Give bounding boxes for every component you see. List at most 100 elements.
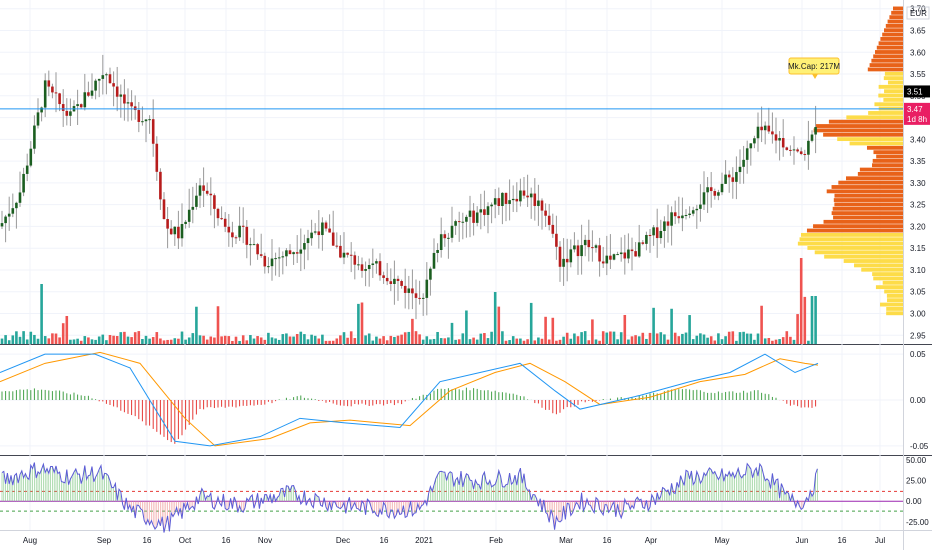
volume-bar — [274, 338, 277, 344]
volume-bar — [385, 340, 389, 344]
volume-bar — [666, 339, 670, 344]
candle-body — [198, 185, 202, 196]
candle-body — [789, 149, 792, 151]
volume-bar — [403, 332, 407, 344]
time-tick-label: 16 — [222, 536, 231, 545]
candle-body — [605, 255, 609, 264]
volume-bar — [0, 338, 4, 344]
volume-bar — [511, 336, 515, 344]
candle-body — [565, 258, 569, 263]
candle-body — [778, 138, 781, 141]
volume-bar — [87, 337, 90, 344]
volume-bar — [479, 333, 483, 344]
volume-bar — [25, 339, 29, 344]
candle-body — [137, 110, 141, 122]
volume-bar — [677, 336, 681, 344]
candle-body — [407, 288, 411, 293]
volume-bar — [65, 315, 69, 344]
volume-bar — [43, 336, 47, 344]
volume-bar — [587, 340, 591, 344]
volume-bar — [335, 338, 339, 344]
volume-bar — [263, 339, 267, 344]
volume-profile-bar — [893, 6, 903, 11]
volume-bar — [601, 331, 605, 344]
volume-bar — [141, 338, 144, 344]
candle-body — [18, 192, 22, 203]
volume-bar — [681, 333, 684, 344]
volume-bar — [659, 332, 663, 344]
volume-bar — [249, 335, 252, 344]
price-tick-label: 2.95 — [910, 331, 926, 340]
time-tick-label: Dec — [336, 536, 350, 545]
volume-bar — [83, 336, 87, 344]
volume-bar — [306, 339, 310, 344]
volume-bar — [457, 339, 461, 344]
volume-bar — [810, 296, 814, 344]
volume-bar — [155, 332, 159, 344]
candle-body — [411, 288, 414, 294]
volume-bar — [162, 340, 166, 344]
candle-body — [223, 218, 227, 227]
candle-body — [645, 234, 648, 244]
candle-body — [807, 140, 810, 155]
volume-profile-bar — [872, 163, 903, 168]
candle-body — [749, 143, 753, 149]
volume-bar — [709, 336, 713, 344]
volume-bar — [213, 337, 216, 344]
volume-bar — [79, 340, 83, 344]
candle-body — [756, 126, 760, 139]
volume-bar — [720, 339, 724, 344]
candle-body — [551, 224, 555, 234]
price-tick-label: 3.70 — [910, 5, 926, 14]
volume-bar — [695, 335, 699, 344]
volume-bar — [569, 338, 573, 344]
volume-profile-bar — [834, 202, 903, 207]
volume-bar — [126, 336, 130, 344]
candle-body — [745, 148, 749, 160]
candle-body — [699, 204, 702, 209]
volume-profile-bar — [880, 302, 903, 307]
volume-bar — [144, 335, 148, 344]
candle-body — [213, 195, 216, 209]
volume-bar — [130, 337, 133, 344]
candle-body — [43, 80, 47, 108]
volume-bar — [187, 337, 191, 344]
time-tick-label: Jul — [875, 536, 885, 545]
candle-body — [540, 200, 544, 211]
volume-profile-bar — [828, 119, 903, 124]
candle-body — [267, 266, 270, 268]
volume-bar — [432, 338, 436, 344]
candle-body — [576, 245, 580, 257]
volume-bar — [177, 338, 180, 344]
volume-bar — [515, 338, 519, 344]
candle-body — [702, 192, 706, 205]
volume-bar — [18, 336, 22, 344]
candle-body — [353, 255, 357, 265]
candle-body — [619, 252, 623, 255]
candle-body — [598, 245, 601, 262]
volume-bar — [526, 339, 529, 344]
volume-bar — [61, 323, 65, 344]
volume-bar — [357, 303, 360, 344]
candle-body — [346, 252, 349, 255]
candle-body — [774, 134, 778, 141]
volume-bar — [425, 336, 429, 344]
volume-bar — [227, 336, 231, 344]
candle-body — [112, 83, 115, 87]
volume-bar — [645, 338, 648, 344]
candle-body — [76, 104, 79, 107]
volume-bar — [108, 334, 112, 344]
candle-body — [519, 190, 522, 202]
volume-bar — [540, 338, 544, 344]
candle-body — [51, 86, 54, 93]
volume-profile-bar — [859, 167, 903, 172]
candle-body — [591, 247, 594, 249]
candle-body — [335, 245, 339, 247]
volume-profile-bar — [833, 215, 903, 220]
volume-profile-bar — [845, 176, 903, 181]
volume-bar — [209, 336, 213, 344]
candle-body — [781, 138, 785, 148]
candle-body — [33, 125, 36, 149]
osc-tick-label: 50.00 — [906, 456, 927, 465]
candle-body — [148, 119, 151, 121]
